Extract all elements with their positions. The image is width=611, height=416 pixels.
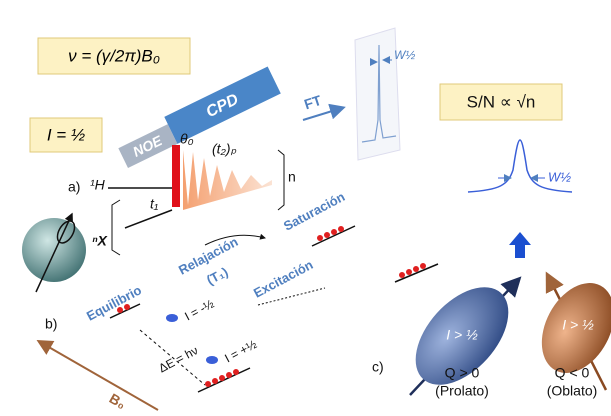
ground-level	[197, 367, 251, 393]
oblate-ellipsoid	[541, 283, 611, 373]
snr: S/N ∝ √n	[467, 92, 536, 111]
oblate-spin: I > ½	[562, 317, 594, 333]
oblate-name: (Oblato)	[547, 383, 598, 399]
ft-arrow	[302, 103, 346, 121]
equilibrium-level	[109, 303, 141, 319]
field-arrow	[36, 340, 159, 411]
spin-plus: I = +½	[222, 337, 259, 365]
t1-line	[124, 209, 173, 229]
bracket-left	[111, 199, 121, 256]
up-arrow	[509, 232, 531, 258]
theta: θ₀	[180, 131, 194, 147]
excitation-line	[257, 287, 326, 306]
saturation-level	[311, 225, 356, 247]
t2: (t₂)ₚ	[212, 141, 237, 157]
spin-box	[29, 117, 103, 153]
prolate-name: (Prolato)	[435, 383, 489, 399]
label-b: b)	[45, 316, 57, 332]
spin: I = ½	[47, 125, 85, 144]
fid	[183, 150, 272, 210]
relaxation-t1: (T₁)	[204, 264, 230, 288]
spin-minus: I = -½	[182, 297, 216, 324]
field-label: B₀	[107, 390, 129, 412]
t1: t₁	[150, 196, 159, 212]
excitation: Excitación	[251, 257, 316, 301]
decoupling-band: NOE CPD	[118, 66, 281, 168]
energy-gap	[139, 329, 206, 386]
spin-minus-icon	[166, 314, 178, 322]
linewidth: W½	[548, 169, 571, 184]
x-channel: ⁿX	[92, 233, 109, 249]
label-c: c)	[372, 359, 384, 375]
ft-peak	[361, 44, 397, 143]
oblate-q: Q < 0	[555, 365, 590, 381]
pulse	[172, 145, 180, 207]
bracket-right	[277, 149, 285, 211]
prolate-q: Q > 0	[445, 365, 480, 381]
formula: ν = (γ/2π)B₀	[68, 46, 160, 65]
repeat-n: n	[288, 169, 296, 185]
precession	[56, 220, 76, 244]
saturation: Saturación	[281, 189, 347, 234]
equilibrium: Equilibrio	[84, 282, 144, 323]
cpd-band	[164, 66, 281, 144]
quad-level	[394, 263, 439, 283]
spin-axis	[35, 212, 73, 293]
prolate-spin: I > ½	[446, 327, 478, 343]
delta-e: ΔE = hν	[156, 343, 200, 375]
label-a: a)	[68, 179, 80, 195]
ft-label: FT	[302, 92, 324, 113]
ft-linewidth: W½	[394, 48, 415, 62]
spin-sphere	[22, 218, 86, 282]
noe-band	[118, 124, 178, 168]
spin-plus-icon	[206, 356, 218, 364]
formula-box	[37, 37, 191, 75]
prolate-ellipsoid	[415, 287, 509, 385]
snr-box	[439, 83, 563, 121]
relaxation-arrow	[204, 233, 266, 246]
h-channel: ¹H	[90, 177, 106, 193]
